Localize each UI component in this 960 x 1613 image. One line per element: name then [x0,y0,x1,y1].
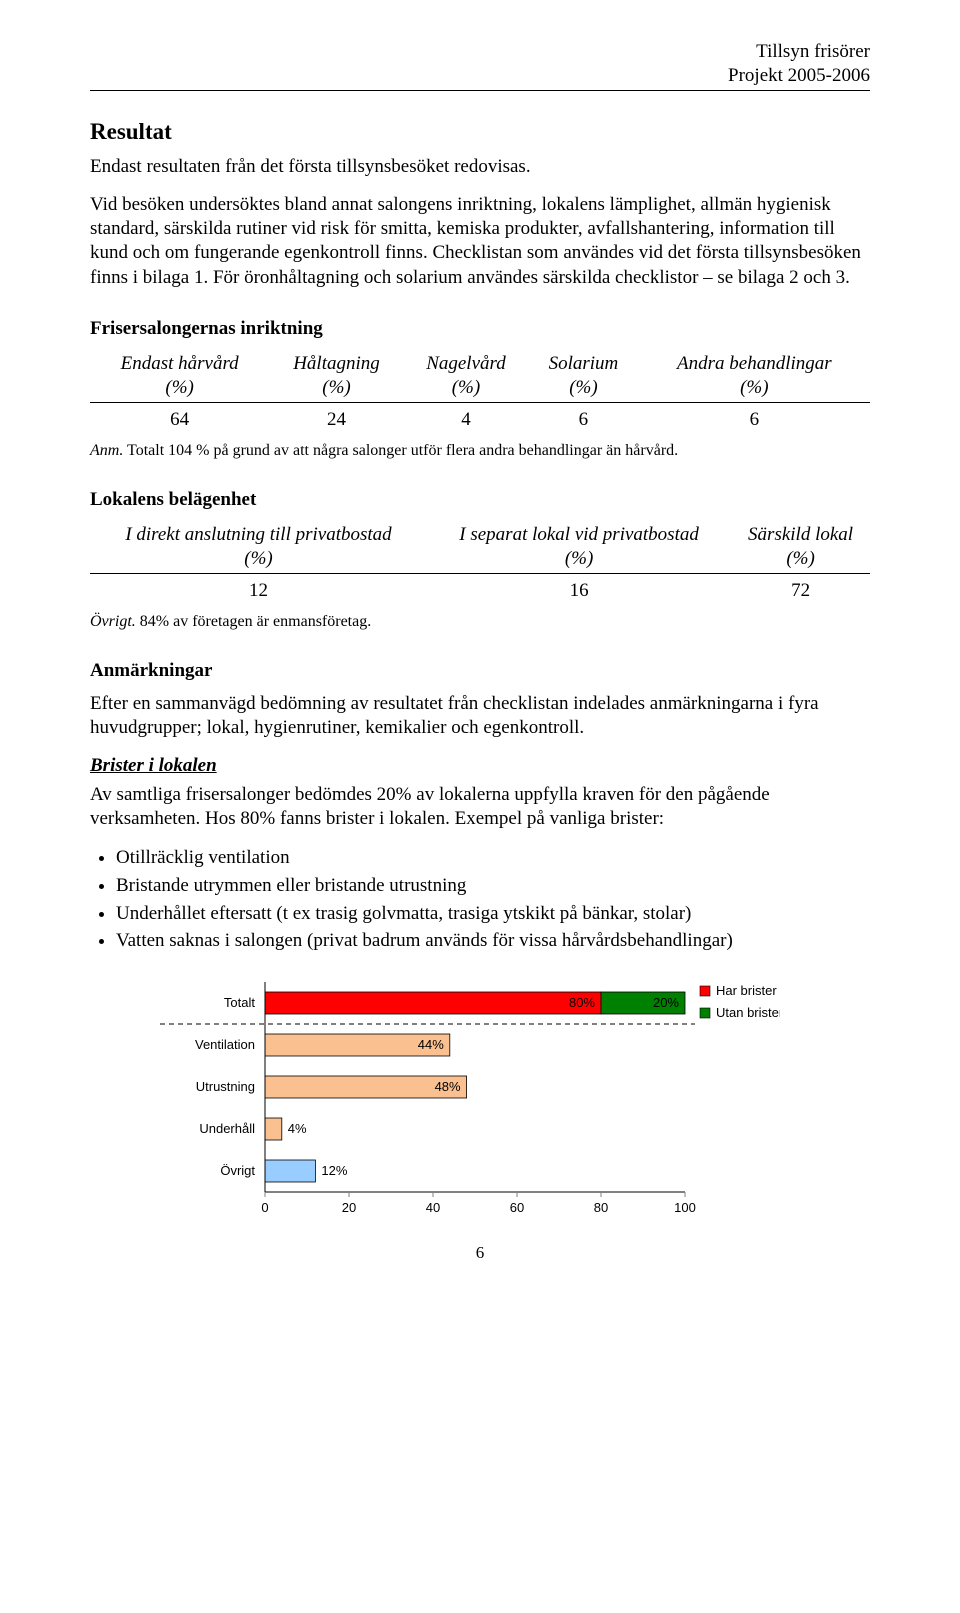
chart-tick-label: 100 [674,1200,696,1215]
brister-title: Brister i lokalen [90,755,870,777]
belagenhet-title: Lokalens belägenhet [90,489,870,511]
table-header: Andra behandlingar(%) [639,350,870,402]
note-text: 84% av företagen är enmansföretag. [136,613,371,630]
brister-chart: 80% 20% Totalt 44% Ventilation 48% Utrustning 4… [160,972,870,1237]
chart-category-label: Ventilation [195,1037,255,1052]
chart-bar [265,1160,315,1182]
chart-bar [265,1118,282,1140]
table-cell: 64 [90,402,269,433]
note-em: Anm. [90,442,123,459]
table-cell: 72 [731,573,870,604]
legend-swatch [700,986,710,996]
inriktning-title: Frisersalongernas inriktning [90,318,870,340]
table-header: Särskild lokal(%) [731,521,870,573]
table-cell: 24 [269,402,403,433]
header-line1: Tillsyn frisörer [756,41,870,62]
anmarkningar-title: Anmärkningar [90,660,870,682]
chart-category-label: Övrigt [220,1163,255,1178]
brister-list: Otillräcklig ventilationBristande utrymm… [116,845,870,954]
chart-tick-label: 40 [426,1200,440,1215]
table-header: Endast hårvård(%) [90,350,269,402]
legend-label: Utan brister [716,1005,780,1020]
list-item: Bristande utrymmen eller bristande utrus… [116,873,870,899]
anmarkningar-para: Efter en sammanvägd bedömning av resulta… [90,692,870,741]
table-header: I separat lokal vid privatbostad(%) [427,521,731,573]
belagenhet-table: I direkt anslutning till privatbostad(%)… [90,521,870,604]
page-number: 6 [90,1243,870,1263]
table-cell: 4 [404,402,528,433]
note-em: Övrigt. [90,613,136,630]
table-header: Håltagning(%) [269,350,403,402]
chart-bar-label: 20% [653,995,679,1010]
resultat-para1: Endast resultaten från det första tillsy… [90,155,870,179]
brister-para: Av samtliga frisersalonger bedömdes 20% … [90,783,870,832]
table-cell: 6 [639,402,870,433]
legend-swatch [700,1008,710,1018]
legend-label: Har brister [716,983,777,998]
chart-bar-label: 48% [435,1079,461,1094]
inriktning-note: Anm. Totalt 104 % på grund av att några … [90,441,870,461]
header-line2: Projekt 2005-2006 [728,65,870,86]
section-resultat-title: Resultat [90,119,870,145]
table-cell: 12 [90,573,427,604]
table-cell: 6 [528,402,638,433]
chart-tick-label: 0 [261,1200,268,1215]
table-header: I direkt anslutning till privatbostad(%) [90,521,427,573]
chart-bar [265,992,601,1014]
chart-tick-label: 20 [342,1200,356,1215]
table-header: Nagelvård(%) [404,350,528,402]
chart-tick-label: 80 [594,1200,608,1215]
list-item: Underhållet eftersatt (t ex trasig golvm… [116,901,870,927]
list-item: Vatten saknas i salongen (privat badrum … [116,928,870,954]
note-text: Totalt 104 % på grund av att några salon… [123,442,678,459]
list-item: Otillräcklig ventilation [116,845,870,871]
chart-category-label: Underhåll [199,1121,255,1136]
chart-tick-label: 60 [510,1200,524,1215]
chart-bar-label: 12% [321,1163,347,1178]
table-header: Solarium(%) [528,350,638,402]
chart-category-label: Utrustning [196,1079,255,1094]
resultat-para2: Vid besöken undersöktes bland annat salo… [90,193,870,290]
belagenhet-note: Övrigt. 84% av företagen är enmansföreta… [90,612,870,632]
table-cell: 16 [427,573,731,604]
chart-bar-label: 44% [418,1037,444,1052]
page-header: Tillsyn frisörer Projekt 2005-2006 [90,40,870,91]
inriktning-table: Endast hårvård(%)Håltagning(%)Nagelvård(… [90,350,870,433]
chart-bar-label: 80% [569,995,595,1010]
chart-bar-label: 4% [288,1121,307,1136]
chart-category-label: Totalt [224,995,255,1010]
